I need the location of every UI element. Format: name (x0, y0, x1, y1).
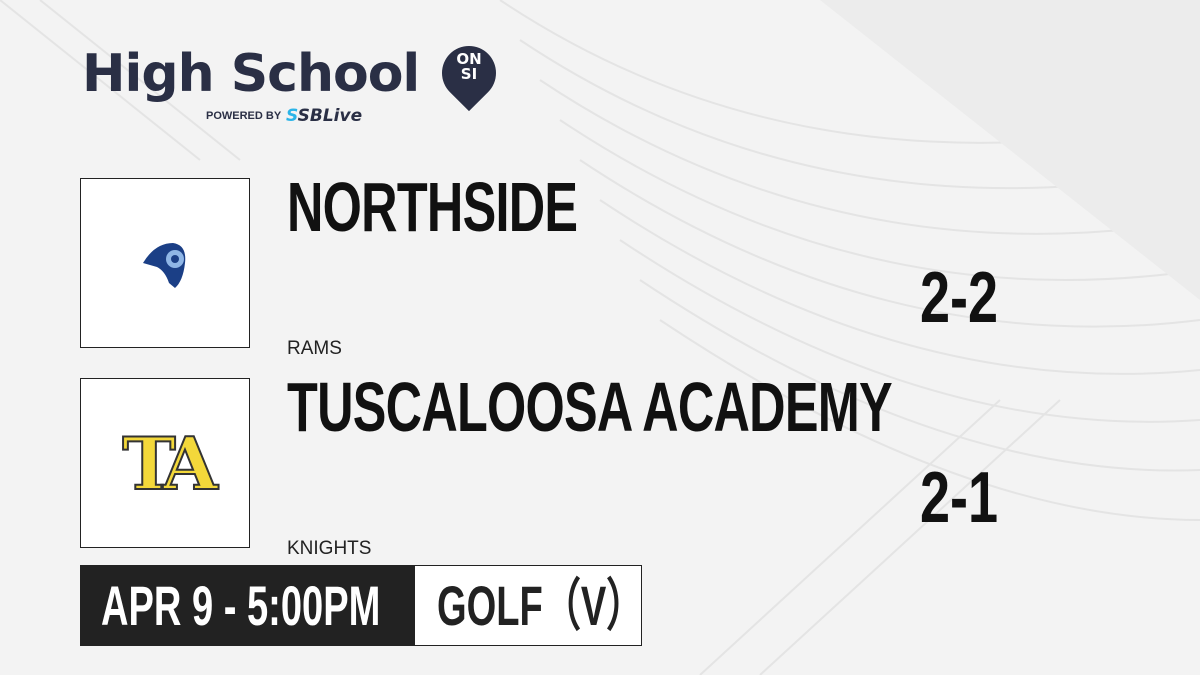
game-sport: GOLF（V） (437, 574, 645, 637)
team-record: 2-2 (920, 258, 999, 338)
team-name: NORTHSIDE (287, 168, 578, 246)
game-datetime-box: APR 9 - 5:00PM (81, 566, 415, 645)
ram-logo-icon (143, 243, 186, 288)
partner-name: SBLive (297, 106, 363, 126)
team-logo-tuscaloosa: TA (80, 378, 250, 548)
game-info-bar: APR 9 - 5:00PM GOLF（V） (80, 565, 645, 646)
team-name: TUSCALOOSA ACADEMY (287, 368, 893, 446)
powered-by: POWERED BY (206, 110, 282, 122)
team-record: 2-1 (920, 458, 999, 538)
badge-bottom: SI (460, 65, 478, 83)
brand-badge: ON SI (442, 52, 496, 82)
team-logo-northside (80, 178, 250, 348)
badge-top: ON (456, 50, 482, 68)
game-datetime: APR 9 - 5:00PM (101, 574, 381, 637)
ta-logo: TA (121, 420, 218, 507)
team-mascot: RAMS (287, 338, 342, 359)
partner-logo: SSBLive (286, 106, 362, 126)
partner-prefix: S (286, 106, 298, 126)
brand-title: High School (82, 44, 420, 104)
team-mascot: KNIGHTS (287, 538, 372, 559)
